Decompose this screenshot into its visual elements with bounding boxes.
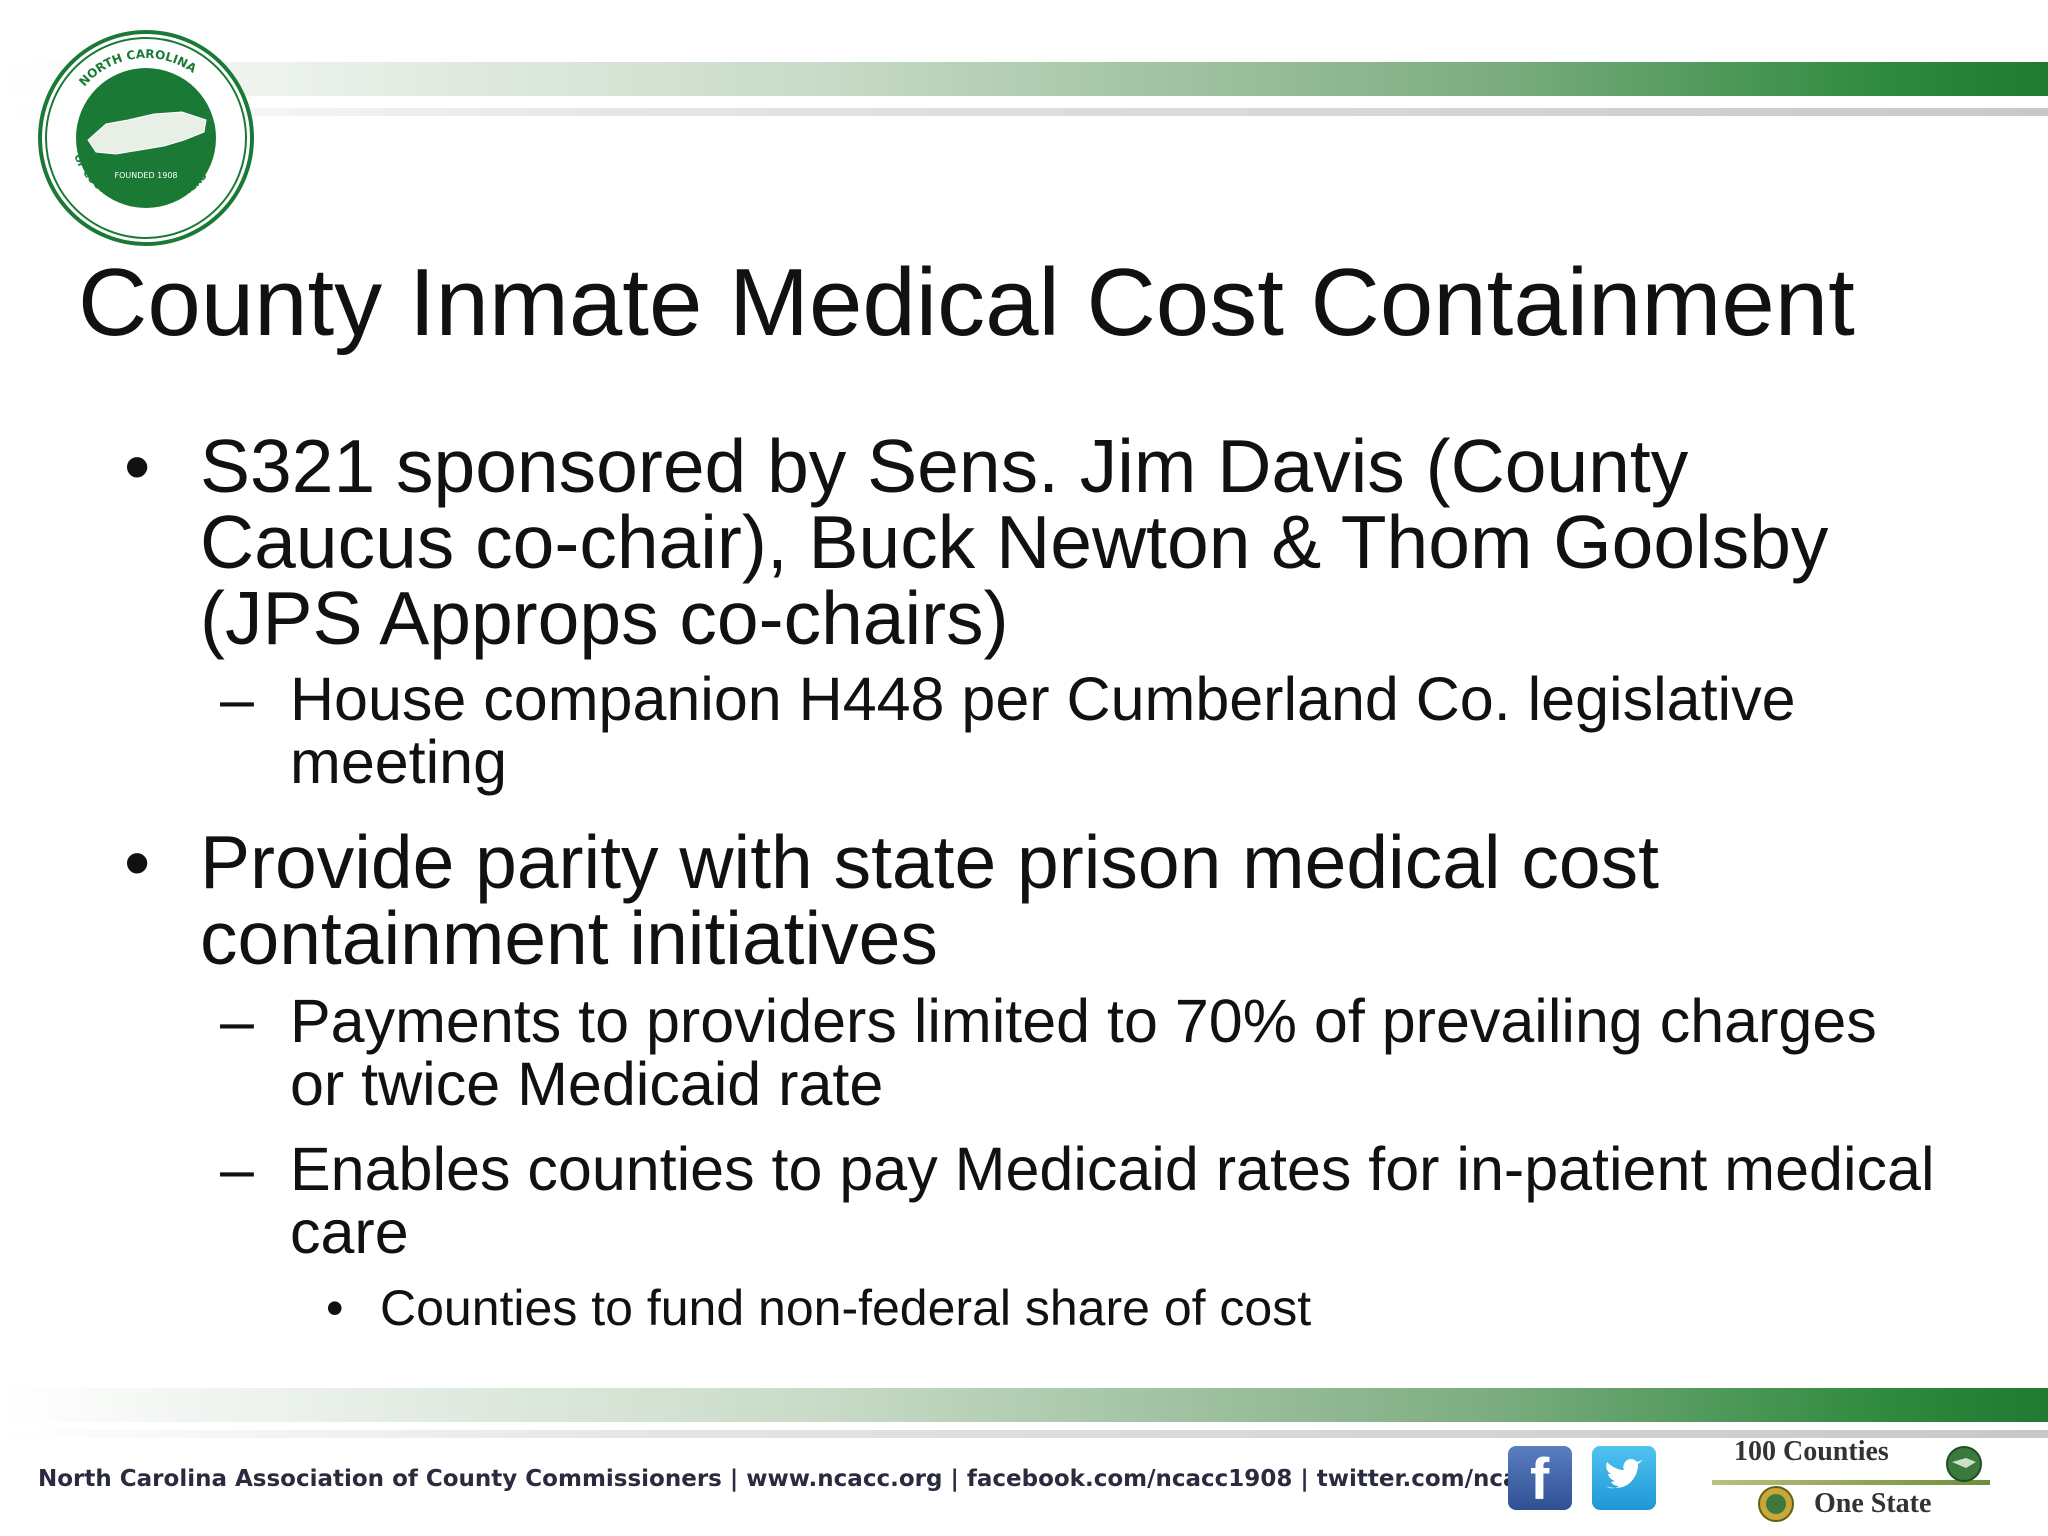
badge-divider: [1712, 1480, 1990, 1485]
dash-marker: –: [220, 987, 254, 1055]
sub-bullet-item: – House companion H448 per Cumberland Co…: [220, 668, 1940, 794]
bullet-item: • Provide parity with state prison medic…: [124, 824, 1944, 976]
bullet-marker: •: [124, 820, 151, 904]
sub-bullet-text: House companion H448 per Cumberland Co. …: [290, 665, 1796, 796]
bullet-marker: •: [124, 424, 151, 508]
footer-decorative-line: [0, 1430, 2048, 1438]
badge-globe-icon: [1946, 1446, 1982, 1482]
sub-bullet-item: – Payments to providers limited to 70% o…: [220, 990, 1940, 1116]
sub-bullet-text: Payments to providers limited to 70% of …: [290, 987, 1877, 1118]
sub-sub-bullet-item: • Counties to fund non-federal share of …: [326, 1280, 1926, 1336]
badge-bottom-text: One State: [1814, 1488, 1932, 1519]
header-decorative-bar: [0, 62, 2048, 96]
badge-top-text: 100 Counties: [1734, 1436, 1889, 1467]
bullet-marker: •: [326, 1280, 344, 1336]
dash-marker: –: [220, 1135, 254, 1203]
counties-badge-logo: 100 Counties One State: [1712, 1436, 2002, 1532]
bullet-text: Provide parity with state prison medical…: [200, 820, 1659, 980]
twitter-icon[interactable]: [1592, 1446, 1656, 1510]
footer-contact-text: North Carolina Association of County Com…: [38, 1466, 1546, 1492]
ncacc-seal-logo: NORTH CAROLINA OF COUNTY COMMISSIONERS F…: [36, 28, 256, 248]
sub-bullet-item: – Enables counties to pay Medicaid rates…: [220, 1138, 1940, 1264]
badge-seal-icon: [1758, 1486, 1794, 1522]
sub-sub-bullet-text: Counties to fund non-federal share of co…: [380, 1280, 1312, 1336]
facebook-icon[interactable]: f: [1508, 1446, 1572, 1510]
bullet-text: S321 sponsored by Sens. Jim Davis (Count…: [200, 424, 1829, 660]
header-decorative-line: [0, 108, 2048, 116]
footer-decorative-bar: [0, 1388, 2048, 1422]
sub-bullet-text: Enables counties to pay Medicaid rates f…: [290, 1135, 1935, 1266]
dash-marker: –: [220, 665, 254, 733]
slide-title: County Inmate Medical Cost Containment: [78, 249, 1855, 356]
seal-founded-text: FOUNDED 1908: [114, 171, 177, 180]
bullet-item: • S321 sponsored by Sens. Jim Davis (Cou…: [124, 428, 1944, 656]
